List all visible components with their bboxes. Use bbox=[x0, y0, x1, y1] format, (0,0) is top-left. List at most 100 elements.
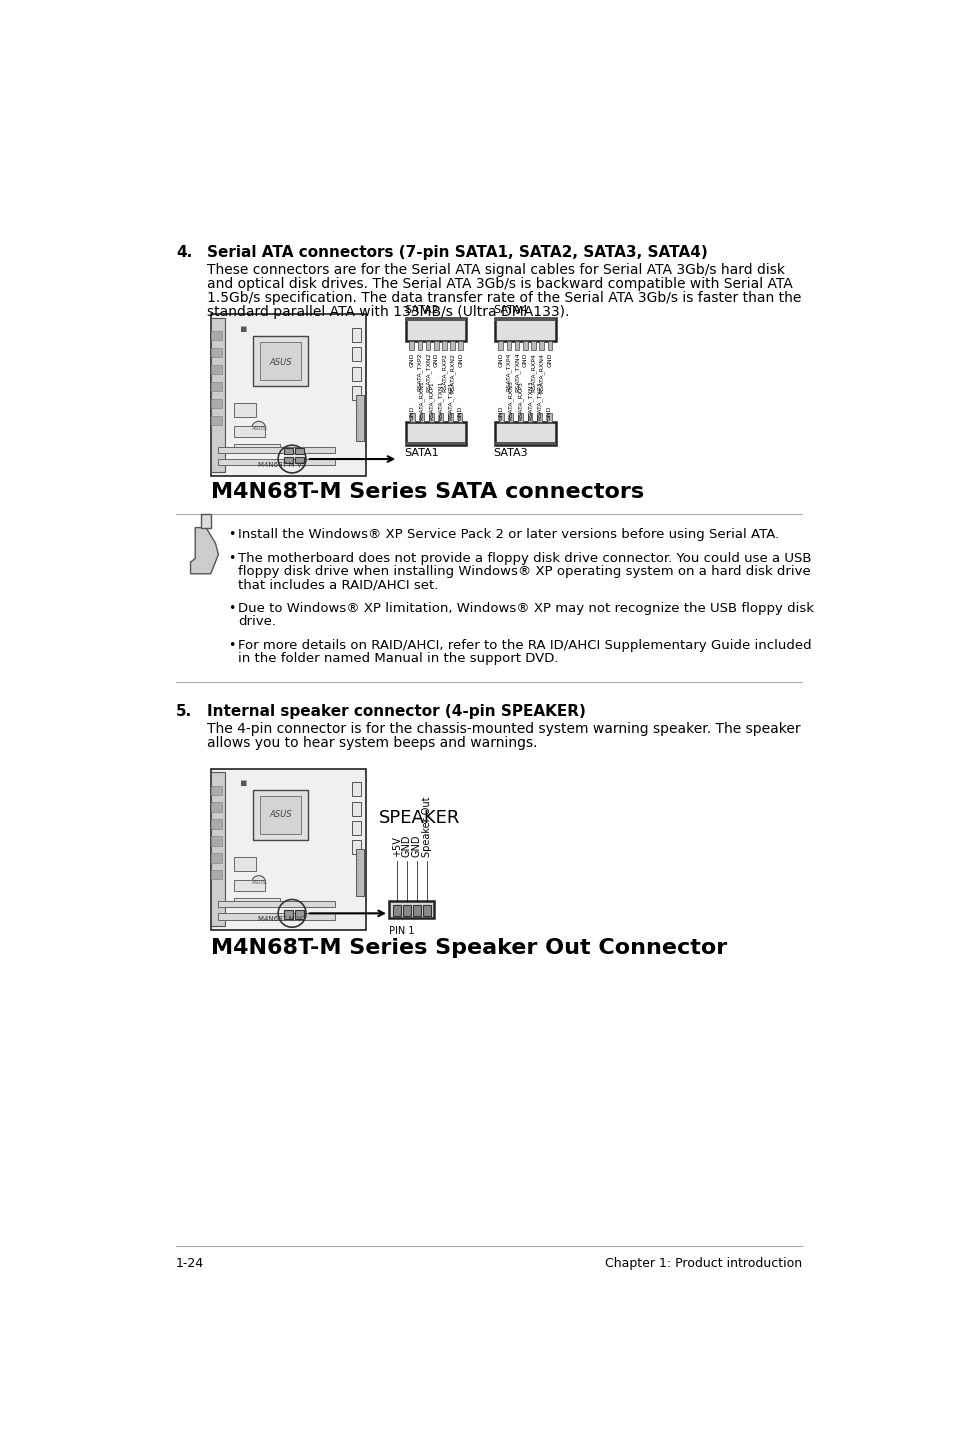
Bar bbox=[259, 796, 301, 833]
Bar bbox=[406, 422, 466, 445]
Bar bbox=[409, 341, 414, 351]
Bar bbox=[457, 412, 462, 422]
Bar bbox=[434, 341, 438, 351]
Polygon shape bbox=[201, 514, 211, 527]
Text: RSATA_RXP4: RSATA_RXP4 bbox=[530, 352, 536, 392]
Text: RSATA_TXN4: RSATA_TXN4 bbox=[514, 352, 519, 392]
Bar bbox=[422, 905, 431, 916]
Bar bbox=[294, 909, 304, 919]
Bar bbox=[218, 460, 335, 465]
Text: The 4-pin connector is for the chassis-mounted system warning speaker. The speak: The 4-pin connector is for the chassis-m… bbox=[207, 722, 800, 736]
Text: RSATA_RXN3: RSATA_RXN3 bbox=[508, 379, 514, 420]
Bar bbox=[212, 331, 222, 341]
Text: and optical disk drives. The Serial ATA 3Gb/s is backward compatible with Serial: and optical disk drives. The Serial ATA … bbox=[207, 278, 792, 291]
Text: Due to Windows® XP limitation, Windows® XP may not recognize the USB floppy disk: Due to Windows® XP limitation, Windows® … bbox=[237, 603, 813, 616]
Text: GND: GND bbox=[497, 352, 503, 367]
Text: Serial ATA connectors (7-pin SATA1, SATA2, SATA3, SATA4): Serial ATA connectors (7-pin SATA1, SATA… bbox=[207, 245, 707, 261]
Text: standard parallel ATA with 133MB/s (Ultra DMA133).: standard parallel ATA with 133MB/s (Ultr… bbox=[207, 305, 569, 319]
Text: The motherboard does not provide a floppy disk drive connector. You could use a : The motherboard does not provide a flopp… bbox=[237, 553, 810, 566]
Bar bbox=[356, 849, 364, 895]
Text: RSATA_RXP3: RSATA_RXP3 bbox=[517, 381, 523, 420]
Bar bbox=[417, 341, 422, 351]
Bar bbox=[495, 318, 555, 321]
Bar bbox=[212, 853, 222, 862]
Bar bbox=[406, 318, 466, 321]
Text: PIN 1: PIN 1 bbox=[389, 925, 414, 935]
Text: For more details on RAID/AHCI, refer to the RA ID/AHCI Supplementary Guide inclu: For more details on RAID/AHCI, refer to … bbox=[237, 639, 811, 652]
Text: GND: GND bbox=[434, 352, 438, 367]
Bar bbox=[517, 412, 522, 422]
Text: Speaker Out: Speaker Out bbox=[421, 796, 432, 858]
Text: 4.: 4. bbox=[175, 245, 192, 261]
Text: ASUS: ASUS bbox=[269, 811, 292, 819]
Bar bbox=[211, 772, 224, 927]
Text: M4N68T-M Series SATA connectors: M4N68T-M Series SATA connectors bbox=[211, 483, 643, 503]
Bar bbox=[402, 905, 410, 916]
Bar bbox=[233, 858, 255, 871]
Text: These connectors are for the Serial ATA signal cables for Serial ATA 3Gb/s hard : These connectors are for the Serial ATA … bbox=[207, 263, 784, 278]
Bar bbox=[495, 422, 555, 445]
Bar bbox=[448, 412, 453, 422]
Text: allows you to hear system beeps and warnings.: allows you to hear system beeps and warn… bbox=[207, 736, 537, 750]
Bar bbox=[218, 914, 335, 919]
Text: RSATA_TXP1: RSATA_TXP1 bbox=[447, 381, 453, 420]
Bar bbox=[393, 905, 400, 916]
Text: GND: GND bbox=[409, 352, 414, 367]
Bar bbox=[537, 412, 541, 422]
Text: that includes a RAID/AHCI set.: that includes a RAID/AHCI set. bbox=[237, 579, 437, 591]
Bar bbox=[294, 457, 304, 463]
Text: M4N68T-M V2: M4N68T-M V2 bbox=[257, 463, 306, 468]
Text: Chapter 1: Product introduction: Chapter 1: Product introduction bbox=[604, 1257, 801, 1270]
Bar bbox=[495, 318, 555, 341]
Bar bbox=[294, 448, 304, 454]
Bar bbox=[233, 898, 280, 908]
Bar bbox=[218, 901, 335, 908]
Text: RSATA_RXN1: RSATA_RXN1 bbox=[418, 379, 424, 420]
Text: SATA3: SATA3 bbox=[493, 448, 528, 458]
Text: 1-24: 1-24 bbox=[175, 1257, 204, 1270]
Text: Install the Windows® XP Service Pack 2 or later versions before using Serial ATA: Install the Windows® XP Service Pack 2 o… bbox=[237, 528, 779, 541]
Text: M4N68T-M Series Speaker Out Connector: M4N68T-M Series Speaker Out Connector bbox=[211, 938, 726, 958]
Bar bbox=[253, 337, 307, 385]
Text: RSATA_TXN1: RSATA_TXN1 bbox=[437, 381, 443, 420]
Bar bbox=[233, 444, 280, 453]
Text: in the folder named Manual in the support DVD.: in the folder named Manual in the suppor… bbox=[237, 653, 558, 666]
Text: •: • bbox=[229, 553, 235, 566]
Text: RSATA_TXN3: RSATA_TXN3 bbox=[527, 379, 533, 420]
Bar bbox=[218, 447, 335, 453]
Bar bbox=[212, 802, 222, 812]
Bar bbox=[495, 442, 555, 445]
Text: SATA1: SATA1 bbox=[404, 448, 438, 458]
Text: ASUS: ASUS bbox=[251, 425, 266, 431]
Text: GND: GND bbox=[412, 835, 421, 858]
Bar bbox=[233, 425, 265, 437]
Text: SATA2: SATA2 bbox=[404, 305, 438, 315]
Bar bbox=[458, 341, 462, 351]
Text: RSATA_RXN2: RSATA_RXN2 bbox=[449, 352, 455, 392]
Text: floppy disk drive when installing Windows® XP operating system on a hard disk dr: floppy disk drive when installing Window… bbox=[237, 566, 810, 579]
Text: GND: GND bbox=[457, 405, 462, 420]
Bar bbox=[450, 341, 455, 351]
Bar bbox=[406, 442, 466, 445]
Text: GND: GND bbox=[547, 352, 552, 367]
Bar bbox=[212, 871, 222, 879]
Text: 5.: 5. bbox=[175, 705, 192, 719]
Bar bbox=[283, 457, 293, 463]
Text: RSATA_RXN4: RSATA_RXN4 bbox=[538, 352, 544, 392]
Bar bbox=[212, 786, 222, 795]
Bar bbox=[352, 782, 360, 796]
Text: Internal speaker connector (4-pin SPEAKER): Internal speaker connector (4-pin SPEAKE… bbox=[207, 705, 585, 719]
Text: GND: GND bbox=[401, 835, 412, 858]
Bar bbox=[233, 881, 265, 891]
Bar bbox=[212, 382, 222, 391]
Text: GND: GND bbox=[410, 405, 415, 420]
Text: ▪: ▪ bbox=[240, 324, 248, 334]
Bar bbox=[352, 367, 360, 381]
Bar bbox=[546, 412, 551, 422]
Text: SATA4: SATA4 bbox=[493, 305, 528, 315]
Bar bbox=[425, 341, 430, 351]
Bar bbox=[410, 412, 415, 422]
Bar bbox=[283, 909, 293, 919]
Text: •: • bbox=[229, 639, 235, 652]
Text: GND: GND bbox=[457, 352, 463, 367]
